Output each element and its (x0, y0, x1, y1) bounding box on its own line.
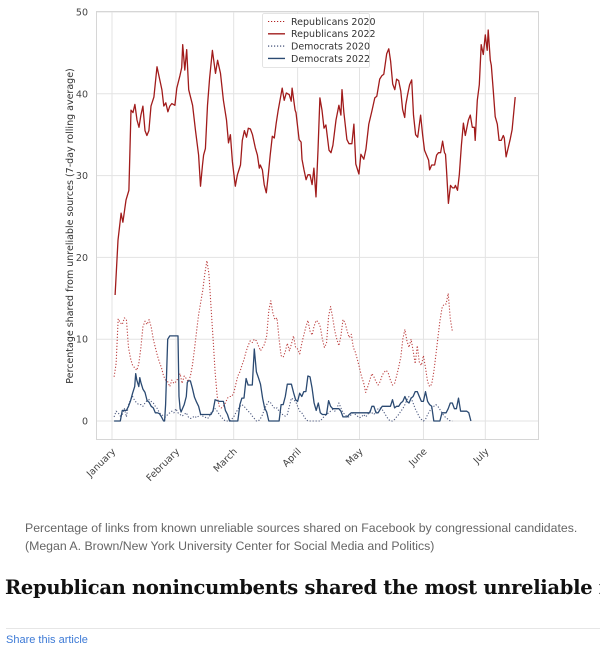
x-tick-label: March (212, 446, 240, 474)
grid (96, 11, 539, 440)
figure-caption: Percentage of links from known unreliabl… (25, 519, 595, 555)
y-axis-ticks: 0 10 20 30 40 50 (76, 8, 88, 428)
legend-label: Democrats 2022 (291, 54, 370, 65)
series-layer (113, 29, 516, 422)
line-chart: 0 10 20 30 40 50 January February March April May… (65, 8, 539, 484)
divider (6, 628, 600, 629)
legend-label: Republicans 2020 (291, 17, 376, 28)
x-axis-ticks: January February March April May June July (84, 446, 492, 484)
x-tick-label: February (145, 446, 183, 484)
section-heading: Republican nonincumbents shared the most… (5, 576, 600, 599)
y-axis-label: Percentage shared from unreliable source… (65, 68, 76, 383)
x-tick-label: April (281, 446, 304, 469)
legend-box (262, 13, 370, 68)
y-tick-label: 10 (76, 335, 88, 346)
caption-credit: (Megan A. Brown/New York University Cent… (25, 539, 435, 553)
y-tick-label: 40 (76, 89, 88, 100)
x-tick-label: May (344, 446, 366, 468)
legend-label: Republicans 2022 (291, 29, 376, 40)
x-tick-label: January (84, 446, 118, 480)
share-article-link[interactable]: Share this article (6, 634, 88, 646)
series-line-democrats-2022 (114, 335, 472, 422)
y-tick-label: 20 (76, 253, 88, 264)
plot-frame (96, 11, 539, 440)
x-tick-label: July (471, 446, 492, 467)
x-tick-label: June (406, 446, 429, 469)
y-tick-label: 0 (82, 417, 88, 428)
legend-label: Democrats 2020 (291, 42, 370, 53)
caption-line: Percentage of links from known unreliabl… (25, 521, 578, 535)
series-line-republicans-2020 (113, 260, 453, 409)
series-line-republicans-2022 (114, 29, 516, 296)
y-tick-label: 50 (76, 8, 88, 19)
y-tick-label: 30 (76, 171, 88, 182)
